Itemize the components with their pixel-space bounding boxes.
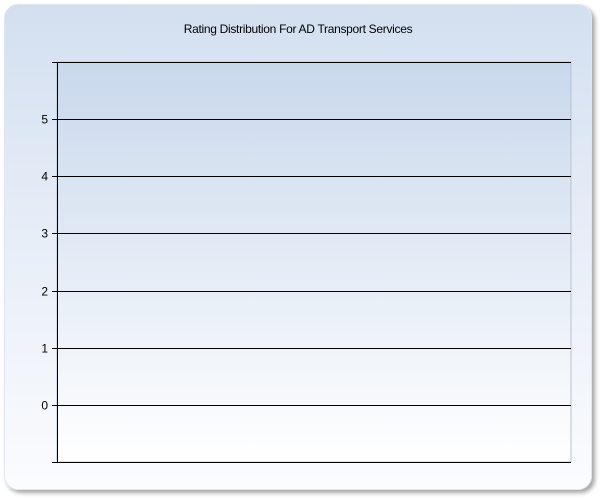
chart-title: Rating Distribution For AD Transport Ser… — [183, 22, 413, 36]
y-tick-label: 0 — [41, 399, 48, 413]
plot-area — [56, 61, 572, 463]
y-tick-label: 4 — [41, 170, 48, 184]
y-tick-label: 5 — [41, 113, 48, 127]
y-tick-label: 1 — [41, 342, 48, 356]
y-tick-label: 2 — [41, 285, 48, 299]
y-tick-label: 3 — [41, 227, 48, 241]
